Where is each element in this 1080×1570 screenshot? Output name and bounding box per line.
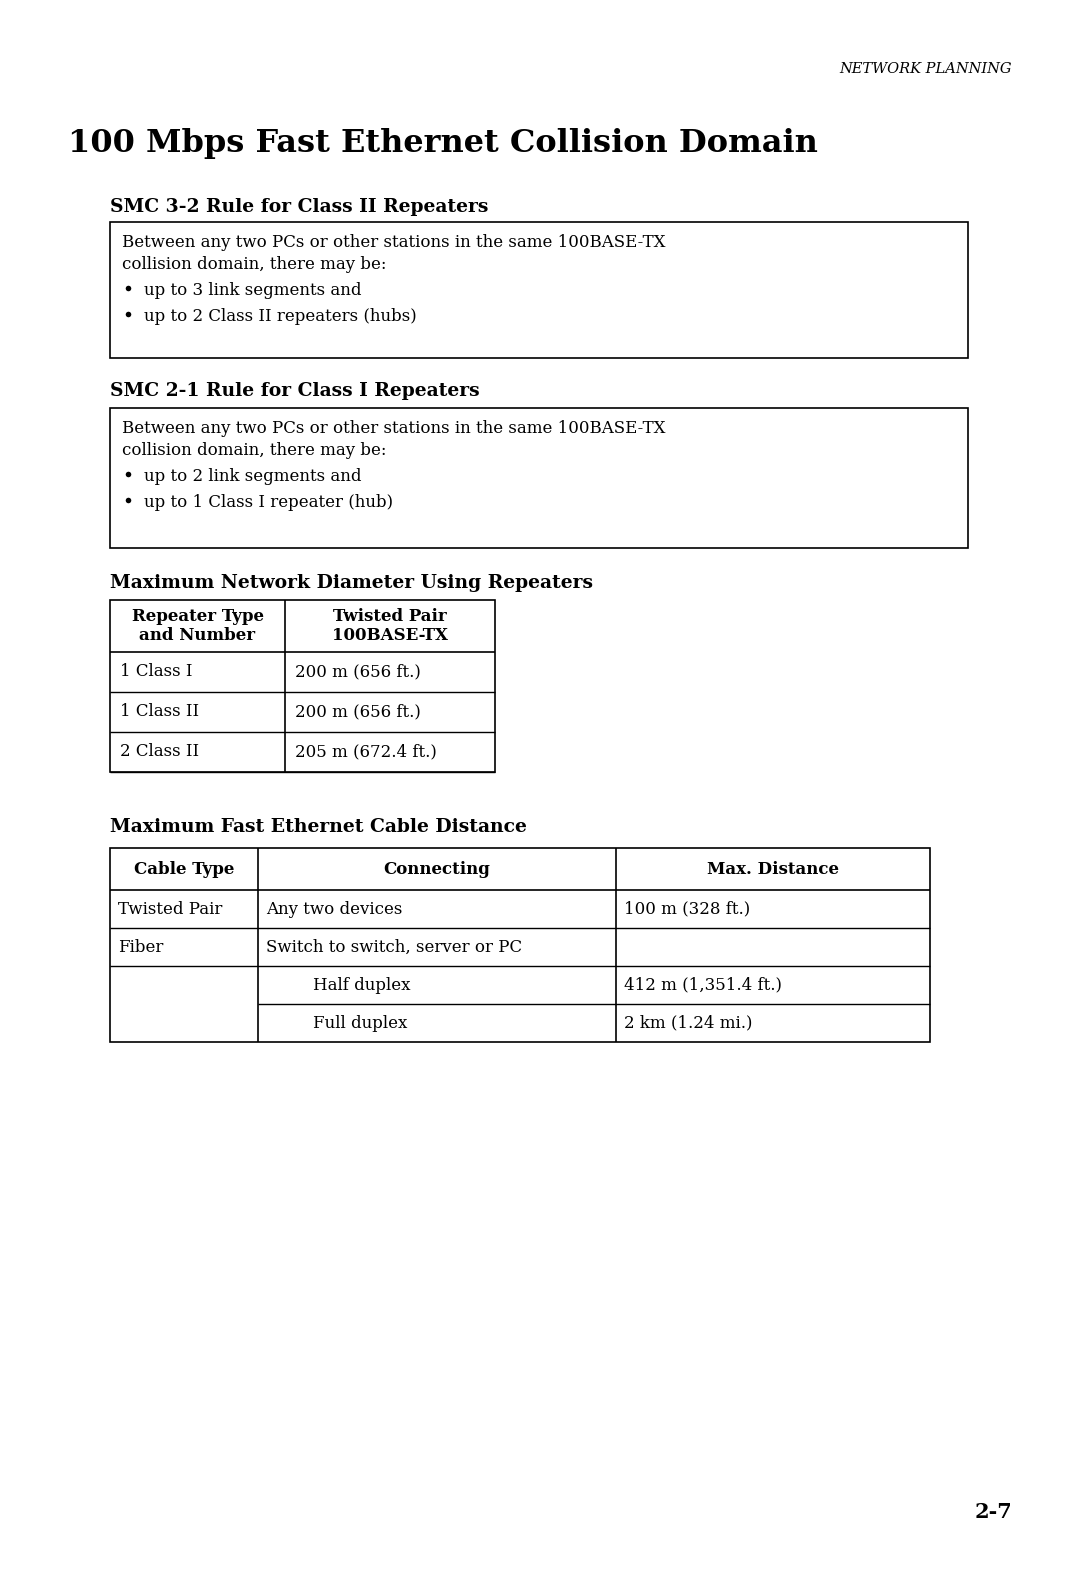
Text: Connecting: Connecting (383, 860, 490, 878)
Text: 412 m (1,351.4 ft.): 412 m (1,351.4 ft.) (624, 977, 782, 994)
Text: Fiber: Fiber (118, 939, 163, 956)
Bar (110, 600, 495, 772)
Bar (110, 221, 968, 358)
Text: 100 Mbps Fast Ethernet Collision Domain: 100 Mbps Fast Ethernet Collision Domain (68, 129, 818, 159)
Text: 205 m (672.4 ft.): 205 m (672.4 ft.) (295, 744, 437, 760)
Text: Max. Distance: Max. Distance (707, 860, 839, 878)
Text: up to 3 link segments and: up to 3 link segments and (144, 283, 362, 298)
Bar (110, 848, 930, 1042)
Text: 200 m (656 ft.): 200 m (656 ft.) (295, 664, 421, 680)
Bar (110, 408, 968, 548)
Text: Cable Type: Cable Type (134, 860, 234, 878)
Text: Between any two PCs or other stations in the same 100BASE-TX: Between any two PCs or other stations in… (122, 234, 665, 251)
Text: up to 1 Class I repeater (hub): up to 1 Class I repeater (hub) (144, 495, 393, 510)
Text: 200 m (656 ft.): 200 m (656 ft.) (295, 703, 421, 721)
Text: 100 m (328 ft.): 100 m (328 ft.) (624, 901, 751, 917)
Text: Between any two PCs or other stations in the same 100BASE-TX: Between any two PCs or other stations in… (122, 421, 665, 436)
Text: up to 2 Class II repeaters (hubs): up to 2 Class II repeaters (hubs) (144, 308, 417, 325)
Text: 2-7: 2-7 (974, 1502, 1012, 1521)
Text: Maximum Network Diameter Using Repeaters: Maximum Network Diameter Using Repeaters (110, 575, 593, 592)
Text: collision domain, there may be:: collision domain, there may be: (122, 256, 387, 273)
Text: Full duplex: Full duplex (313, 1014, 407, 1031)
Text: Switch to switch, server or PC: Switch to switch, server or PC (266, 939, 522, 956)
Text: NETWORK PLANNING: NETWORK PLANNING (839, 61, 1012, 75)
Text: Half duplex: Half duplex (313, 977, 410, 994)
Text: up to 2 link segments and: up to 2 link segments and (144, 468, 362, 485)
Text: Repeater Type
and Number: Repeater Type and Number (132, 608, 264, 644)
Text: 1 Class II: 1 Class II (120, 703, 199, 721)
Text: Any two devices: Any two devices (266, 901, 403, 917)
Text: Twisted Pair: Twisted Pair (118, 901, 222, 917)
Text: SMC 2-1 Rule for Class I Repeaters: SMC 2-1 Rule for Class I Repeaters (110, 382, 480, 400)
Text: Twisted Pair
100BASE-TX: Twisted Pair 100BASE-TX (332, 608, 448, 644)
Text: 2 Class II: 2 Class II (120, 744, 199, 760)
Text: SMC 3-2 Rule for Class II Repeaters: SMC 3-2 Rule for Class II Repeaters (110, 198, 488, 217)
Text: Maximum Fast Ethernet Cable Distance: Maximum Fast Ethernet Cable Distance (110, 818, 527, 835)
Text: collision domain, there may be:: collision domain, there may be: (122, 443, 387, 458)
Text: 2 km (1.24 mi.): 2 km (1.24 mi.) (624, 1014, 753, 1031)
Text: 1 Class I: 1 Class I (120, 664, 192, 680)
